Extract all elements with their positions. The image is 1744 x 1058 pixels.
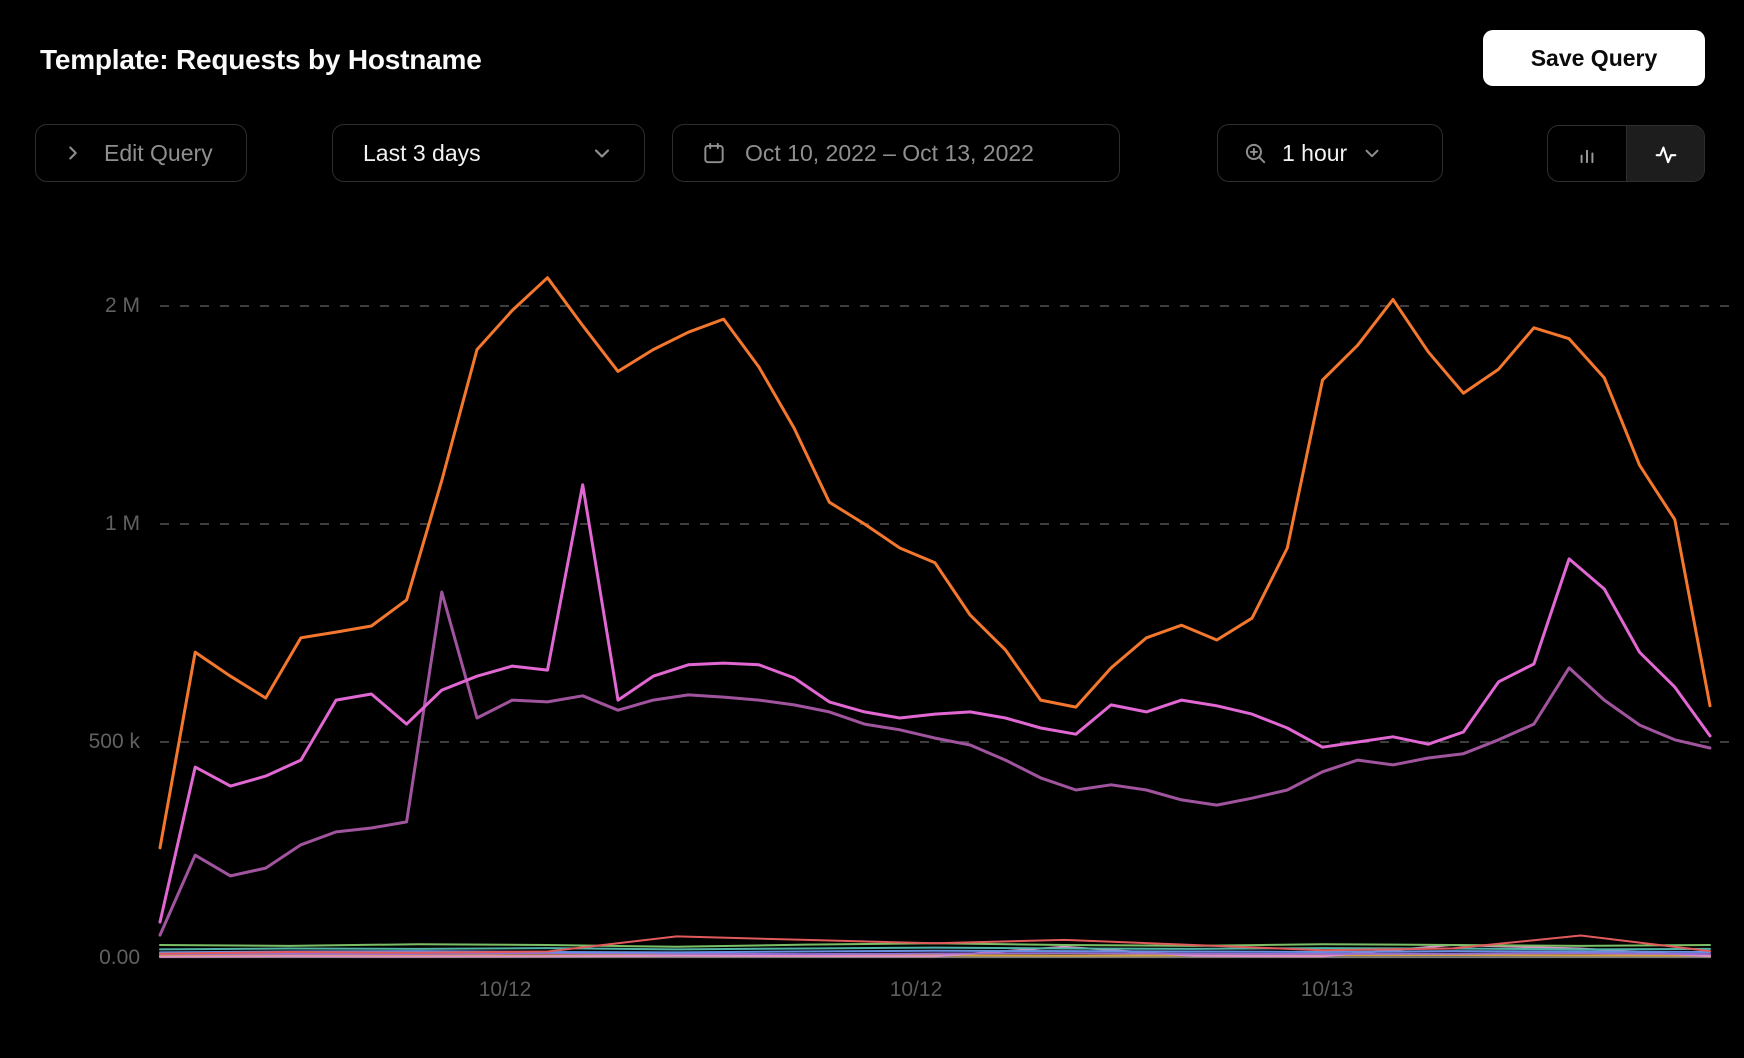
edit-query-label: Edit Query xyxy=(104,139,213,166)
chevron-down-icon xyxy=(1361,142,1383,164)
y-axis-tick-500k: 500 k xyxy=(88,730,140,753)
bar-chart-icon xyxy=(1574,141,1600,167)
chevron-down-icon xyxy=(590,141,614,165)
series-line-teal xyxy=(159,946,1711,951)
chart-series xyxy=(158,276,1712,959)
interval-dropdown[interactable]: 1 hour xyxy=(1217,124,1443,182)
interval-value: 1 hour xyxy=(1282,139,1348,166)
calendar-icon xyxy=(701,140,727,166)
chart-type-toggle xyxy=(1547,125,1705,182)
activity-line-icon xyxy=(1652,140,1680,168)
series-line-orange xyxy=(158,276,1712,850)
date-range-value: Oct 10, 2022 – Oct 13, 2022 xyxy=(745,139,1034,166)
y-axis-tick-zero: 0.00 xyxy=(99,946,140,969)
series-line-red xyxy=(159,934,1711,955)
bar-chart-toggle-button[interactable] xyxy=(1548,126,1626,181)
zoom-in-icon xyxy=(1242,140,1268,166)
time-range-dropdown[interactable]: Last 3 days xyxy=(332,124,645,182)
y-axis-tick-2m: 2 M xyxy=(104,294,140,317)
page-title: Template: Requests by Hostname xyxy=(40,44,482,75)
chevron-right-icon xyxy=(62,142,84,164)
series-line-purple xyxy=(158,590,1712,937)
x-axis-tick-3: 10/13 xyxy=(1300,978,1354,1001)
line-chart-toggle-button[interactable] xyxy=(1626,126,1704,181)
time-range-value: Last 3 days xyxy=(363,139,481,166)
series-line-blue xyxy=(159,949,1711,954)
chart-plot-area[interactable]: 2 M 1 M 500 k 0.00 10/12 10/12 10/13 xyxy=(0,200,1744,1058)
series-line-magenta xyxy=(158,483,1712,924)
edit-query-button[interactable]: Edit Query xyxy=(35,124,247,182)
gridlines xyxy=(160,305,1736,743)
date-range-button[interactable]: Oct 10, 2022 – Oct 13, 2022 xyxy=(672,124,1120,182)
x-axis-tick-1: 10/12 xyxy=(478,978,532,1001)
x-axis-tick-2: 10/12 xyxy=(889,978,943,1001)
y-axis-tick-1m: 1 M xyxy=(104,512,140,535)
series-line-violet xyxy=(159,952,1711,956)
save-query-button[interactable]: Save Query xyxy=(1483,30,1705,86)
